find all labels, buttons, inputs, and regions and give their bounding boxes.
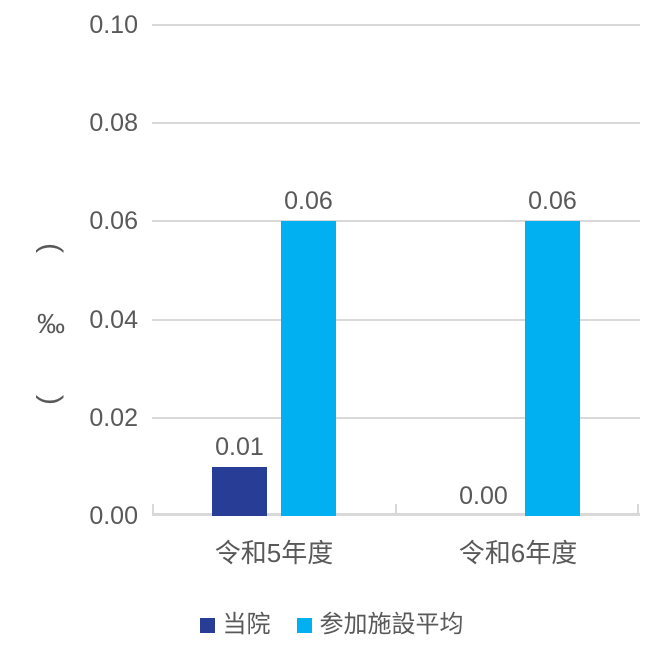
legend: 当院 参加施設平均: [0, 613, 663, 637]
y-axis-title-close-paren: ): [35, 395, 68, 405]
bar-参加施設平均-令和5年度: [281, 221, 336, 516]
legend-item-当院: 当院: [199, 611, 271, 638]
bar-参加施設平均-令和6年度: [525, 221, 580, 516]
gridline: [152, 24, 640, 26]
y-axis-title: ( ‰ ): [26, 238, 76, 410]
gridline: [152, 416, 640, 419]
data-label-当院-令和6年度: 0.00: [459, 482, 508, 510]
gridline: [152, 318, 640, 321]
legend-item-参加施設平均: 参加施設平均: [296, 611, 464, 638]
y-tick-label: 0.10: [89, 11, 138, 39]
x-axis-category-label: 令和6年度: [458, 538, 578, 568]
y-tick-label: 0.08: [89, 109, 138, 138]
legend-label-参加施設平均: 参加施設平均: [319, 611, 464, 638]
gridline: [152, 220, 640, 223]
legend-swatch-当院: [199, 617, 215, 633]
x-axis-tick: [637, 504, 639, 513]
y-tick-label: 0.06: [89, 207, 138, 236]
y-tick-label: 0.02: [89, 403, 138, 432]
data-label-参加施設平均-令和5年度: 0.06: [284, 187, 333, 216]
x-axis-tick: [152, 504, 154, 513]
plot-area: 0.01 0.06 0.00 0.06: [152, 24, 640, 516]
data-label-当院-令和5年度: 0.01: [215, 432, 264, 461]
y-tick-label: 0.00: [89, 502, 138, 530]
y-axis-title-open-paren: (: [35, 243, 68, 253]
legend-swatch-参加施設平均: [296, 617, 312, 633]
bar-当院-令和5年度: [212, 466, 267, 516]
y-axis-title-unit: ‰: [37, 308, 65, 339]
x-axis-tick: [395, 504, 397, 513]
gridline: [152, 122, 640, 125]
x-axis-line: [152, 513, 640, 516]
data-label-参加施設平均-令和6年度: 0.06: [528, 187, 577, 216]
legend-label-当院: 当院: [222, 611, 271, 638]
x-axis-category-label: 令和5年度: [214, 538, 334, 568]
y-tick-label: 0.04: [89, 305, 138, 334]
